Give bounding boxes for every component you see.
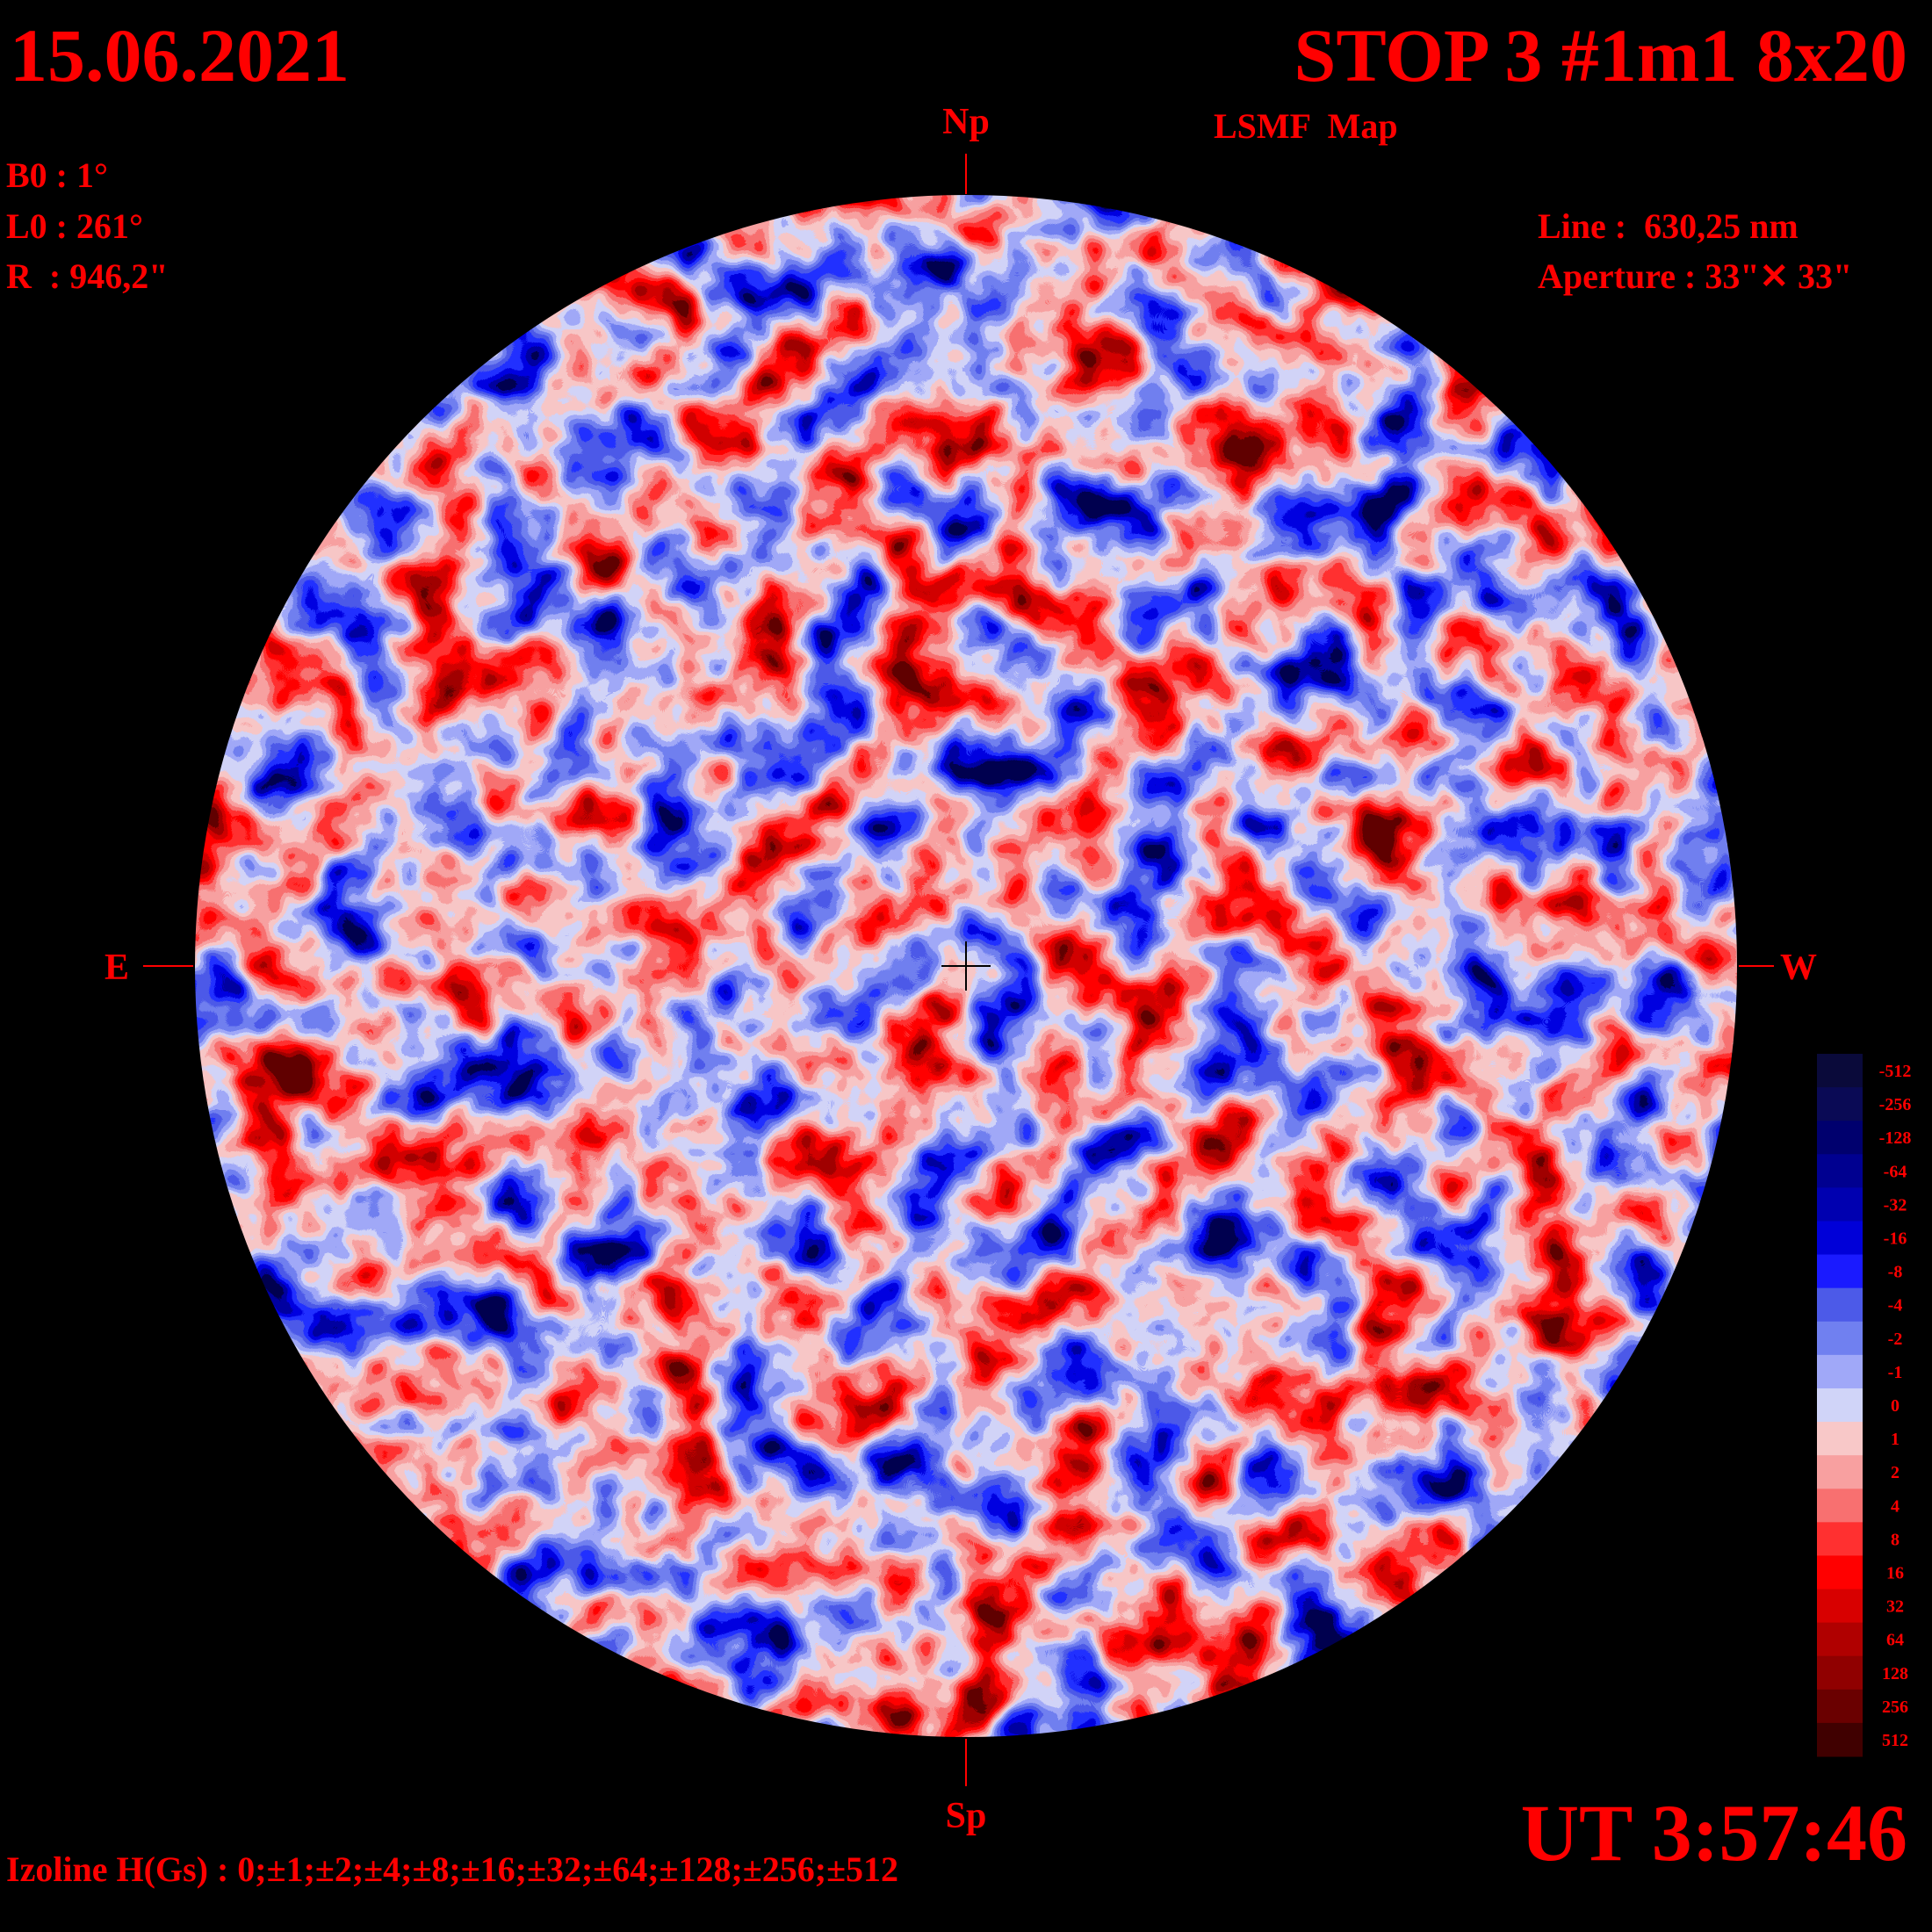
parameter: L0 : 261° [6,206,143,246]
colorbar-label: 8 [1891,1530,1900,1549]
colorbar-swatch [1817,1354,1863,1389]
south-label: Sp [946,1796,987,1836]
colorbar-swatch [1817,1455,1863,1489]
colorbar-label: -256 [1879,1095,1912,1114]
colorbar-swatch [1817,1321,1863,1356]
colorbar-label: -2 [1888,1330,1903,1349]
colorbar-swatch [1817,1054,1863,1088]
colorbar-swatch [1817,1589,1863,1624]
colorbar-label: 4 [1891,1496,1900,1516]
colorbar-label: -8 [1888,1263,1903,1282]
colorbar-label: -1 [1888,1363,1903,1382]
date: 15.06.2021 [10,13,350,97]
subtitle: LSMF Map [1214,106,1398,146]
colorbar-label: -64 [1884,1162,1907,1181]
west-label: W [1780,948,1817,988]
east-label: E [105,948,129,988]
parameter: B0 : 1° [6,155,108,195]
orientation-marks [143,154,1774,1786]
colorbar-swatch [1817,1087,1863,1121]
parameter: R : 946,2" [6,256,168,296]
colorbar-swatch [1817,1154,1863,1188]
colorbar-label: -128 [1879,1128,1912,1148]
time: UT 3:57:46 [1521,1788,1907,1878]
colorbar-swatch [1817,1622,1863,1657]
colorbar-label: 1 [1891,1430,1900,1449]
colorbar-label: -32 [1884,1195,1907,1215]
colorbar-swatch [1817,1388,1863,1423]
colorbar-swatch [1817,1287,1863,1323]
instrument: Line : 630,25 nm [1538,206,1799,246]
colorbar-swatch [1817,1689,1863,1724]
colorbar-label: -512 [1879,1062,1912,1081]
instrument: Aperture : 33"✕ 33" [1538,256,1852,296]
colorbar-label: 16 [1886,1563,1904,1582]
colorbar-swatch [1817,1187,1863,1222]
north-label: Np [942,102,990,142]
isolines: Izoline H(Gs) : 0;±1;±2;±4;±8;±16;±32;±6… [6,1849,898,1889]
colorbar-label: 512 [1882,1731,1908,1750]
title: STOP 3 #1m1 8x20 [1294,13,1907,97]
colorbar-label: 128 [1882,1664,1908,1683]
colorbar-swatch [1817,1489,1863,1523]
center-cross [941,941,991,991]
colorbar-swatch [1817,1555,1863,1590]
colorbar-swatch [1817,1722,1863,1757]
colorbar-label: 2 [1891,1463,1900,1482]
colorbar-label: 64 [1886,1631,1904,1650]
colorbar-label: 256 [1882,1698,1908,1717]
colorbar-label: -16 [1884,1229,1907,1249]
colorbar-swatch [1817,1121,1863,1155]
colorbar-swatch [1817,1422,1863,1456]
colorbar-swatch [1817,1655,1863,1690]
colorbar-label: 32 [1886,1597,1904,1617]
colorbar-swatch [1817,1254,1863,1289]
colorbar-label: 0 [1891,1396,1900,1416]
colorbar-swatch [1817,1522,1863,1556]
colorbar-swatch [1817,1221,1863,1256]
colorbar-label: -4 [1888,1296,1903,1316]
colorbar: -512 -256 -128 -64 -32 -16 -8 -4 -2 -1 0 1 2 4 8 16 32 64… [1817,1054,1911,1757]
